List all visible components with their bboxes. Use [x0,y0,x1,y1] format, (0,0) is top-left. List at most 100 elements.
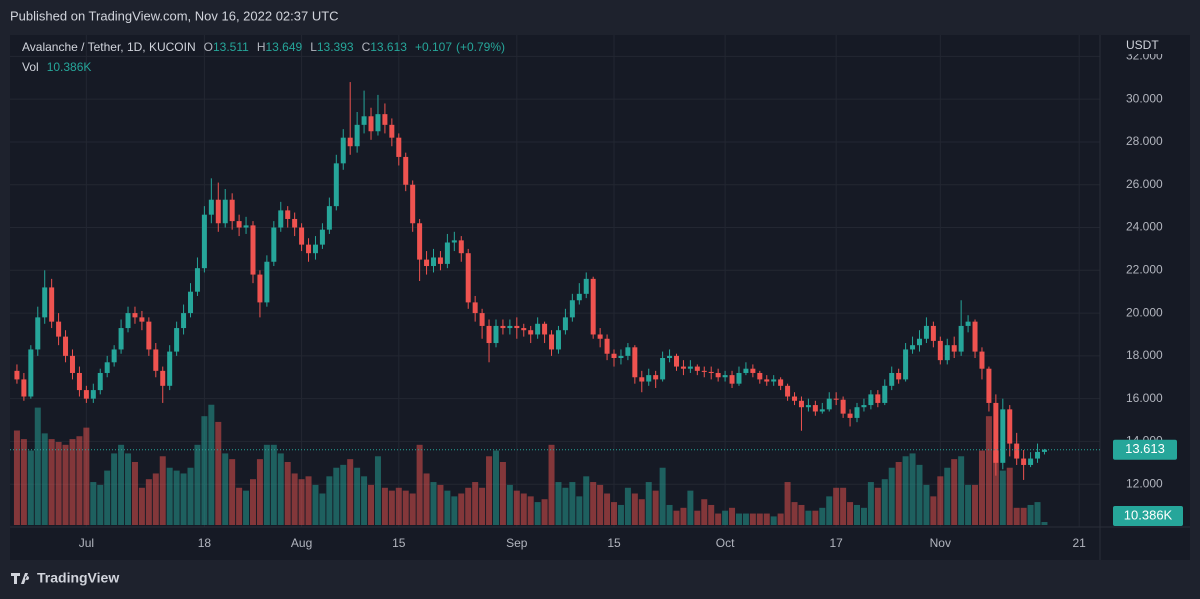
volume-bar [805,510,812,525]
candle-body [229,199,235,222]
candle-body [1035,451,1041,459]
volume-bar [451,496,458,525]
volume-bar [13,430,20,525]
candle-body [923,325,929,339]
candle-body [910,345,916,350]
volume-bar [735,513,742,525]
candle-body [778,379,784,386]
volume-bar [520,493,527,525]
y-tick-label: 24.000 [1126,220,1163,234]
y-tick-label: 28.000 [1126,134,1163,148]
volume-bar [972,484,979,525]
candle-body [882,385,888,403]
candle-body [49,287,55,322]
candle-body [132,313,138,318]
candle-body [444,242,450,264]
candle-body [188,291,194,314]
volume-bar [298,479,305,525]
volume-bar [20,439,27,525]
axis-layer: 12.00014.00016.00018.00020.00022.00024.0… [10,49,1183,550]
candle-body [1014,443,1020,459]
volume-bar [90,482,97,525]
candle-body [701,370,707,372]
y-tick-label: 16.000 [1126,391,1163,405]
candle-body [1041,449,1047,452]
x-tick-label: Jul [79,536,94,550]
candle-body [673,355,679,367]
volume-bar [395,487,402,525]
volume-bar [492,450,499,525]
candle-body [771,379,777,382]
candle-body [236,221,242,228]
chart-pane [10,35,1190,560]
volume-bar [381,487,388,525]
candle-body [812,405,818,412]
candle-body [576,293,582,301]
volume-bar [34,407,41,525]
candle-body [250,225,256,275]
volume-bar [402,490,409,525]
candle-body [458,240,464,254]
currency-backdrop [1101,36,1189,54]
volume-bar [159,456,166,525]
candle-body [660,358,666,380]
volume-bar [534,502,541,525]
candle-layer [14,82,1047,480]
candle-body [486,325,492,344]
x-tick-label: Nov [930,536,951,550]
candle-body [916,338,922,346]
candle-body [208,199,214,215]
high-label: H [257,40,266,54]
volume-bar [590,482,597,525]
volume-bar [617,504,624,525]
volume-bar [319,493,326,525]
volume-bar [611,502,618,525]
change-value: +0.107 [415,40,452,54]
candle-body [819,409,825,412]
x-tick-label: Sep [506,536,528,550]
volume-bar [812,510,819,525]
candle-body [889,372,895,386]
candle-body [805,405,811,408]
volume-bar [354,467,361,525]
candle-body [1000,409,1006,463]
volume-bar [569,482,576,525]
volume-bar [1041,522,1048,525]
volume-bar [312,484,319,525]
candle-body [347,137,353,147]
candle-body [63,336,69,356]
volume-bar [208,404,215,525]
volume-bar [791,502,798,525]
volume-bar [722,510,729,525]
candle-body [264,261,270,303]
candle-body [736,372,742,384]
candle-body [76,372,82,391]
candle-body [979,351,985,369]
candle-body [687,366,693,369]
volume-bar [513,490,520,525]
volume-bar [138,487,145,525]
volume-bar [374,456,381,525]
volume-bar [437,484,444,525]
candle-body [833,398,839,400]
volume-bar [930,496,937,525]
volume-bar [1034,502,1041,525]
candle-body [194,268,200,292]
volume-bar [388,490,395,525]
volume-bar [708,504,715,525]
candle-body [21,379,27,397]
candle-body [986,368,992,403]
candle-body [715,372,721,378]
candle-body [840,399,846,414]
candle-body [90,390,96,399]
volume-bar [194,444,201,525]
volume-bar [638,499,645,525]
volume-bar [291,473,298,525]
volume-bar [48,439,55,525]
candle-body [680,366,686,369]
candle-body [1007,409,1013,444]
volume-bar [131,462,138,525]
volume-bar [548,444,555,525]
candle-body [215,199,221,224]
candle-body [403,156,409,185]
